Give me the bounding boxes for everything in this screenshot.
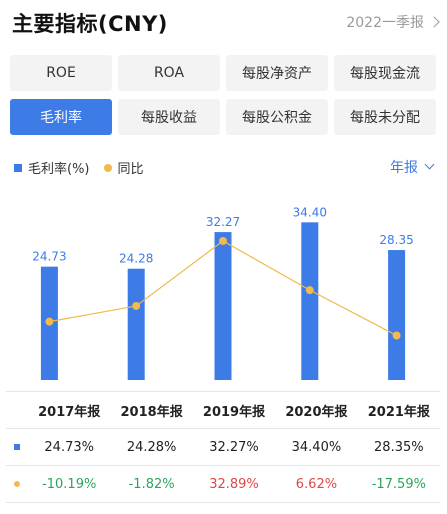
table-cell: -17.59% [371,476,426,492]
line-series-marker [14,481,20,487]
table-row-yoy: -10.19% -1.82% 32.89% 6.62% -17.59% [6,466,440,503]
gross-margin-chart: 24.73 24.28 32.27 34.40 28.35 [32,205,414,380]
table-cell: 28.35% [374,439,424,455]
table-cell: 32.27% [209,439,259,455]
bar-legend-swatch [14,163,22,172]
yoy-point [392,331,401,340]
yoy-point [45,317,54,326]
line-legend-label: 同比 [117,162,144,177]
table-cell: 34.40% [291,439,342,455]
tab-cashflow-per-share[interactable]: 每股现金流 [334,55,436,91]
page-title: 主要指标(CNY) [12,12,168,36]
table-header: 2018年报 [120,404,183,420]
bar [301,222,319,380]
table-key-cell [6,481,28,487]
frequency-label: 年报 [390,160,418,176]
chart-legend: 毛利率(%) 同比 [14,158,144,177]
bar [127,268,145,380]
bar-series-marker [14,444,20,450]
tab-net-asset-per-share[interactable]: 每股净资产 [226,55,328,91]
chevron-down-icon [424,159,435,169]
bar-value-label: 28.35 [379,233,413,247]
table-cell: -1.82% [128,476,175,492]
table-header: 2020年报 [285,404,348,420]
table-row-gross-margin: 24.73% 24.28% 32.27% 34.40% 28.35% [6,429,440,466]
table-header-row: 2017年报 2018年报 2019年报 2020年报 2021年报 [6,392,440,429]
table-header: 2017年报 [38,404,101,420]
yoy-point [305,286,314,295]
data-table: 2017年报 2018年报 2019年报 2020年报 2021年报 24.73… [6,391,440,503]
table-cell: 32.89% [209,476,259,492]
header: 主要指标(CNY) 2022一季报 [12,8,440,38]
line-legend-swatch [103,163,112,172]
table-header: 2019年报 [202,404,266,420]
tab-eps[interactable]: 每股收益 [118,99,220,135]
tab-reserve-per-share[interactable]: 每股公积金 [226,99,328,135]
table-cell: 24.73% [44,439,94,455]
tab-roa[interactable]: ROA [118,55,220,91]
table-header: 2021年报 [367,404,430,420]
bar-value-label: 24.28 [119,252,153,266]
yoy-point [132,301,141,310]
yoy-point [219,236,227,245]
table-key-cell [6,444,28,450]
tab-undistributed-per-share[interactable]: 每股未分配 [334,99,436,135]
table-cell: -10.19% [42,476,97,492]
table-cell: 6.62% [295,476,338,492]
table-cell: 24.28% [126,439,177,455]
chevron-right-icon [428,16,440,28]
bar-legend-label: 毛利率(%) [28,162,90,177]
period-label: 2022一季报 [346,15,424,31]
period-selector[interactable]: 2022一季报 [346,12,440,32]
tab-gross-margin[interactable]: 毛利率 [10,99,112,135]
bar-value-label: 32.27 [206,215,240,229]
bar-value-label: 34.40 [293,205,327,219]
bar [388,250,406,380]
frequency-selector[interactable]: 年报 [390,157,435,177]
bar [214,232,232,380]
tab-roe[interactable]: ROE [10,55,112,91]
bar-value-label: 24.73 [32,250,66,264]
